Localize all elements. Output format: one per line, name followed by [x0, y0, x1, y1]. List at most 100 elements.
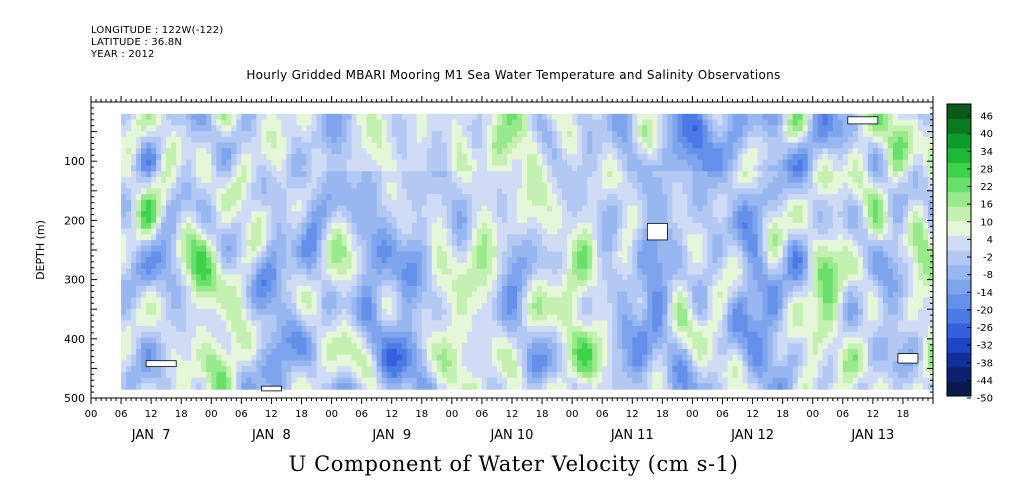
heatmap-cell: [476, 371, 483, 379]
heatmap-cell: [181, 171, 187, 178]
heatmap-cell: [371, 291, 378, 298]
heatmap-cell: [602, 211, 608, 218]
heatmap-cell: [592, 217, 598, 224]
heatmap-cell: [386, 142, 393, 149]
heatmap-cell: [171, 199, 177, 207]
heatmap-cell: [171, 320, 177, 327]
heatmap-cell: [486, 297, 493, 304]
heatmap-cell: [512, 366, 518, 373]
heatmap-cell: [592, 142, 598, 149]
heatmap-cell: [266, 222, 273, 230]
heatmap-cell: [301, 280, 308, 287]
heatmap-cell: [401, 383, 408, 390]
heatmap-cell: [191, 383, 197, 390]
heatmap-cell: [141, 148, 147, 155]
heatmap-cell: [266, 211, 273, 218]
heatmap-cell: [416, 159, 423, 167]
heatmap-cell: [547, 165, 553, 172]
heatmap-cell: [271, 251, 278, 258]
heatmap-cell: [381, 354, 388, 362]
heatmap-cell: [592, 188, 598, 195]
heatmap-cell: [136, 148, 142, 155]
heatmap-cell: [191, 136, 197, 144]
heatmap-cell: [612, 291, 618, 298]
heatmap-cell: [496, 136, 503, 144]
heatmap-cell: [537, 280, 543, 287]
heatmap-cell: [391, 182, 398, 189]
heatmap-cell: [537, 228, 543, 235]
heatmap-cell: [371, 217, 378, 224]
heatmap-cell: [121, 297, 127, 304]
heatmap-cell: [131, 153, 137, 161]
heatmap-cell: [491, 320, 498, 327]
heatmap-cell: [296, 366, 303, 373]
heatmap-cell: [306, 171, 313, 178]
heatmap-cell: [401, 217, 408, 224]
heatmap-cell: [201, 320, 207, 327]
heatmap-cell: [491, 377, 498, 384]
heatmap-cell: [321, 222, 328, 230]
heatmap-cell: [537, 245, 543, 253]
heatmap-cell: [321, 148, 328, 155]
heatmap-cell: [486, 320, 493, 327]
heatmap-cell: [121, 348, 127, 356]
heatmap-cell: [281, 234, 288, 241]
heatmap-cell: [632, 291, 638, 298]
heatmap-cell: [527, 383, 533, 390]
heatmap-cell: [506, 326, 513, 333]
heatmap-cell: [286, 268, 293, 276]
heatmap-cell: [261, 222, 268, 230]
heatmap-cell: [351, 383, 358, 390]
heatmap-cell: [266, 274, 273, 281]
heatmap-cell: [251, 188, 257, 195]
heatmap-cell: [336, 383, 343, 390]
heatmap-cell: [436, 245, 443, 253]
heatmap-cell: [376, 291, 383, 298]
heatmap-cell: [552, 366, 558, 373]
heatmap-cell: [236, 343, 242, 350]
heatmap-cell: [506, 268, 513, 276]
heatmap-cell: [301, 142, 308, 149]
heatmap-cell: [396, 194, 403, 201]
heatmap-cell: [436, 205, 443, 212]
heatmap-cell: [271, 217, 278, 224]
heatmap-cell: [602, 274, 608, 281]
heatmap-cell: [532, 125, 538, 132]
heatmap-cell: [587, 320, 593, 327]
heatmap-cell: [512, 199, 518, 207]
heatmap-cell: [326, 245, 333, 253]
heatmap-cell: [361, 371, 368, 379]
heatmap-cell: [607, 240, 613, 247]
heatmap-cell: [411, 211, 418, 218]
heatmap-cell: [476, 148, 483, 155]
heatmap-cell: [186, 217, 192, 224]
heatmap-cell: [176, 125, 182, 132]
heatmap-cell: [572, 383, 578, 390]
heatmap-cell: [446, 159, 453, 167]
heatmap-cell: [627, 314, 633, 321]
heatmap-cell: [171, 314, 177, 321]
heatmap-cell: [361, 366, 368, 373]
heatmap-cell: [572, 366, 578, 373]
heatmap-cell: [517, 331, 523, 339]
heatmap-cell: [161, 228, 167, 235]
heatmap-cell: [552, 199, 558, 207]
heatmap-cell: [421, 354, 428, 362]
heatmap-cell: [456, 194, 463, 201]
heatmap-cell: [622, 211, 628, 218]
heatmap-cell: [582, 360, 588, 367]
heatmap-cell: [522, 308, 528, 316]
heatmap-cell: [411, 331, 418, 339]
heatmap-cell: [246, 188, 252, 195]
heatmap-cell: [241, 268, 247, 276]
heatmap-cell: [587, 165, 593, 172]
heatmap-cell: [161, 142, 167, 149]
heatmap-cell: [341, 262, 348, 270]
heatmap-cell: [562, 291, 568, 298]
heatmap-cell: [151, 205, 157, 212]
heatmap-cell: [627, 291, 633, 298]
heatmap-cell: [501, 125, 508, 132]
heatmap-cell: [451, 251, 458, 258]
heatmap-cell: [456, 343, 463, 350]
heatmap-cell: [291, 148, 298, 155]
